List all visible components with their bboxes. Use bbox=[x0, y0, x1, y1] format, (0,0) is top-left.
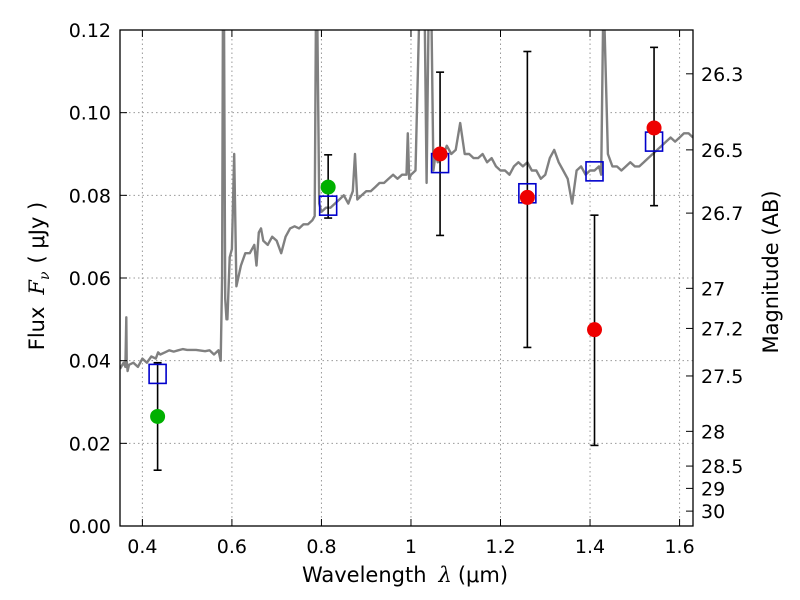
x-tick-label: 0.6 bbox=[217, 536, 247, 558]
y2-axis-title: Magnitude (AB) bbox=[759, 190, 783, 353]
y-tick-label: 0.00 bbox=[69, 516, 111, 538]
y-axis-title: Flux Fν ( μJy ) bbox=[25, 202, 53, 350]
axis-ticks: 0.4 0.6 0.8 1 1.2 1.4 1.6 0.00 0.02 0.04 0.06 0.08 0… bbox=[69, 20, 744, 558]
x-axis-unit: (μm) bbox=[458, 563, 508, 587]
y2-tick-label: 27 bbox=[701, 278, 725, 300]
y-axis-unit: ( μJy ) bbox=[25, 202, 49, 264]
x-tick-label: 0.8 bbox=[306, 536, 336, 558]
model-square-marker bbox=[148, 363, 167, 385]
photometry-series bbox=[148, 46, 664, 472]
y-axis-title-text: Flux bbox=[25, 307, 49, 351]
y-tick-label: 0.12 bbox=[69, 20, 111, 42]
y-tick-label: 0.06 bbox=[69, 268, 111, 290]
y2-tick-label: 29 bbox=[701, 478, 725, 500]
y2-tick-label: 28 bbox=[701, 421, 725, 443]
y2-tick-label: 27.5 bbox=[701, 366, 743, 388]
y2-tick-label: 26.3 bbox=[701, 64, 743, 86]
x-tick-label: 0.4 bbox=[127, 536, 157, 558]
green-point bbox=[150, 408, 166, 424]
red-point bbox=[646, 120, 662, 136]
y2-tick-label: 28.5 bbox=[701, 456, 743, 478]
x-tick-label: 1 bbox=[405, 536, 417, 558]
y-tick-label: 0.04 bbox=[69, 351, 111, 373]
y2-tick-label: 26.5 bbox=[701, 140, 743, 162]
x-tick-label: 1.6 bbox=[664, 536, 694, 558]
green-point bbox=[320, 179, 336, 195]
y2-tick-label: 27.2 bbox=[701, 318, 743, 340]
model-square-marker bbox=[585, 161, 604, 182]
y2-tick-label: 26.7 bbox=[701, 203, 743, 225]
y-tick-label: 0.10 bbox=[69, 103, 111, 125]
x-axis-symbol: λ bbox=[438, 563, 452, 587]
x-axis-title: Wavelength λ (μm) bbox=[302, 563, 508, 587]
red-point bbox=[432, 146, 448, 162]
red-point bbox=[587, 322, 603, 338]
y-tick-label: 0.02 bbox=[69, 433, 111, 455]
model-square-marker bbox=[318, 195, 338, 216]
y-axis-subscript: ν bbox=[37, 271, 53, 280]
y-axis-symbol: F bbox=[25, 279, 49, 296]
y-tick-label: 0.08 bbox=[69, 185, 111, 207]
x-tick-label: 1.4 bbox=[575, 536, 605, 558]
y2-tick-label: 30 bbox=[701, 501, 725, 523]
x-axis-title-text: Wavelength bbox=[302, 563, 427, 587]
red-point bbox=[519, 189, 535, 205]
x-tick-label: 1.2 bbox=[485, 536, 515, 558]
